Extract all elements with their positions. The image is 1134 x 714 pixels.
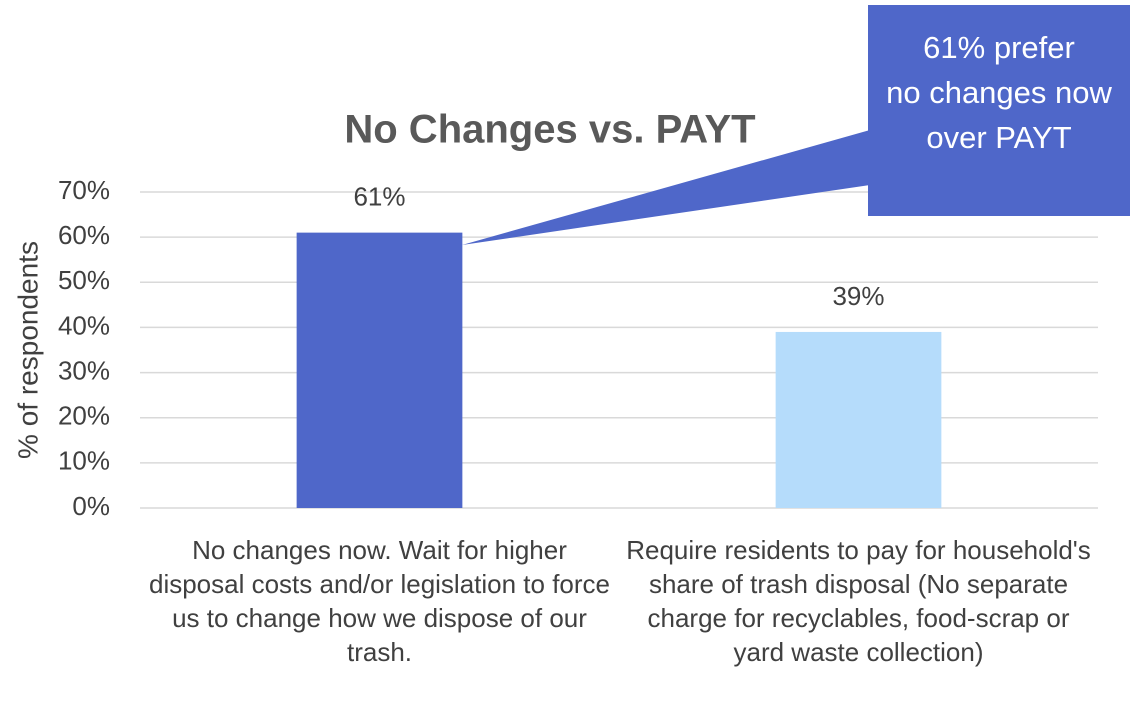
callout-text: 61% prefer no changes now over PAYT (886, 30, 1112, 155)
callout-pointer (462, 130, 870, 245)
callout-box (868, 5, 1130, 216)
y-tick-label: 20% (58, 401, 110, 431)
y-tick-label: 50% (58, 265, 110, 295)
y-tick-label: 40% (58, 310, 110, 340)
y-tick-label: 10% (58, 446, 110, 476)
bar (775, 331, 942, 508)
callout-line: 61% prefer (923, 30, 1075, 65)
y-tick-label: 30% (58, 355, 110, 385)
x-tick-label: No changes now. Wait for higher disposal… (148, 535, 611, 667)
x-tick-label: Require residents to pay for household's… (626, 535, 1091, 667)
callout-line: over PAYT (926, 120, 1071, 155)
bars: 61% 39% (296, 182, 942, 508)
chart-title: No Changes vs. PAYT (344, 108, 755, 152)
y-axis-label: % of respondents (12, 241, 43, 459)
y-tick-label: 60% (58, 220, 110, 250)
callout-line: no changes now (886, 75, 1112, 110)
bar (296, 232, 463, 508)
value-label: 61% (353, 182, 405, 212)
y-tick-label: 0% (72, 491, 110, 521)
y-tick-label: 70% (58, 175, 110, 205)
value-label: 39% (832, 281, 884, 311)
